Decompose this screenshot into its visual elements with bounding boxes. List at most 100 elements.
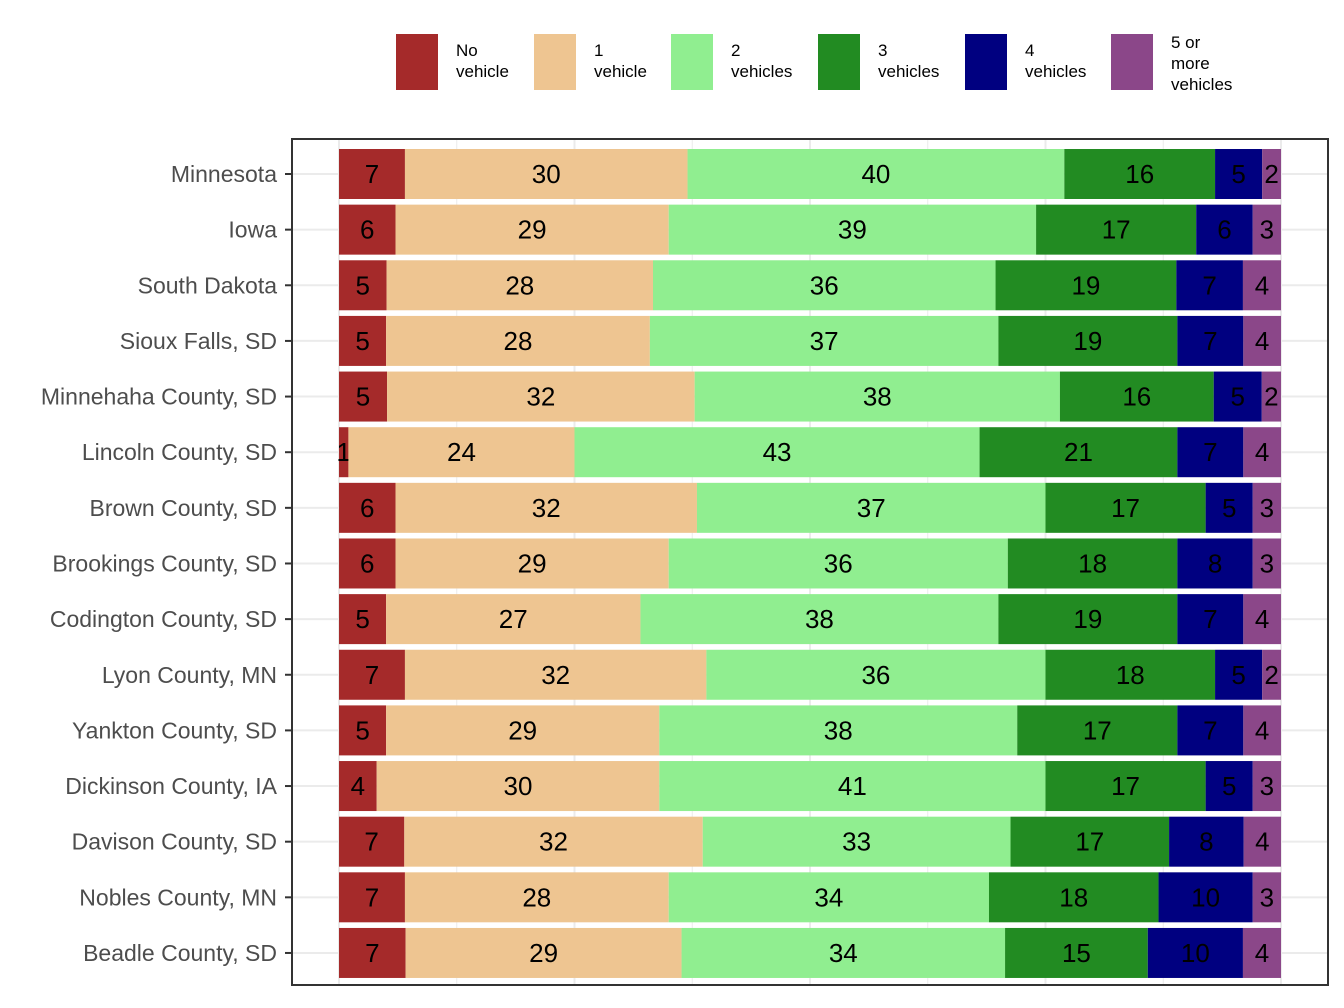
bar-segment — [1261, 371, 1281, 422]
data-label: 24 — [447, 437, 476, 467]
bar-segment — [1147, 927, 1243, 978]
bar-segment — [687, 149, 1065, 199]
y-tick-label: Lincoln County, SD — [82, 439, 277, 465]
data-label: 36 — [861, 660, 890, 690]
bar-segment — [659, 761, 1046, 812]
y-tick-label: South Dakota — [138, 272, 278, 298]
bar-segment — [1205, 482, 1253, 533]
legend-swatch — [534, 34, 576, 90]
bar-segment — [995, 260, 1177, 311]
bar-segment — [1243, 315, 1281, 366]
bar-segment — [1252, 538, 1281, 589]
bar-segment — [1005, 927, 1148, 978]
data-label: 7 — [365, 882, 379, 912]
bar-segment — [404, 872, 669, 923]
bar-segment — [1010, 816, 1170, 867]
bar-segment — [395, 538, 669, 589]
data-label: 28 — [505, 270, 534, 300]
bar-segment — [694, 371, 1060, 422]
bar-segment — [1262, 149, 1281, 199]
y-tick-label: Dickinson County, IA — [65, 773, 277, 799]
data-label: 6 — [360, 493, 374, 523]
y-tick-label: Iowa — [228, 217, 277, 243]
bar-segment — [386, 315, 650, 366]
data-label: 29 — [518, 215, 547, 245]
legend-swatch — [965, 34, 1007, 90]
bar-segment — [574, 427, 980, 478]
data-label: 36 — [824, 548, 853, 578]
data-label: 3 — [1260, 493, 1274, 523]
data-label: 19 — [1073, 326, 1102, 356]
data-label: 5 — [1231, 382, 1245, 412]
data-label: 7 — [1203, 715, 1217, 745]
data-label: 4 — [1255, 604, 1269, 634]
bar-segment — [1177, 594, 1244, 645]
data-label: 6 — [360, 215, 374, 245]
data-label: 33 — [842, 827, 871, 857]
data-label: 39 — [838, 215, 867, 245]
bar-segment — [1242, 927, 1281, 978]
y-tick-label: Nobles County, MN — [79, 884, 277, 910]
bar-segment — [1243, 816, 1281, 867]
bar-segment — [395, 204, 669, 255]
bar-segment — [706, 649, 1046, 700]
data-label: 7 — [365, 938, 379, 968]
data-label: 17 — [1075, 827, 1104, 857]
bar-segment — [1169, 816, 1244, 867]
bar-segment — [998, 594, 1178, 645]
bar-segment — [405, 927, 682, 978]
bar-segment — [649, 315, 999, 366]
bar-segment — [339, 649, 405, 700]
data-label: 5 — [1222, 771, 1236, 801]
legend-swatch — [396, 34, 438, 90]
bar-segment — [386, 705, 660, 756]
bar-segment — [998, 315, 1178, 366]
chart-legend: No vehicle 1 vehicle 2 vehicles 3 vehicl… — [396, 30, 1316, 100]
data-label: 18 — [1078, 548, 1107, 578]
y-tick-label: Brookings County, SD — [52, 550, 277, 576]
bar-segment — [1196, 204, 1253, 255]
bar-segment — [979, 427, 1178, 478]
bar-segment — [339, 371, 388, 422]
bar-segment — [1262, 649, 1281, 700]
data-label: 7 — [1203, 604, 1217, 634]
bar-segment — [339, 816, 405, 867]
legend-label: No vehicle — [456, 41, 509, 81]
bar-segment — [386, 260, 653, 311]
bar-segment — [339, 872, 405, 923]
y-tick-label: Yankton County, SD — [72, 717, 277, 743]
data-label: 29 — [508, 715, 537, 745]
bar-segment — [1177, 427, 1244, 478]
bar-segment — [1243, 427, 1281, 478]
data-label: 18 — [1116, 660, 1145, 690]
y-tick-label: Lyon County, MN — [102, 662, 277, 688]
data-label: 29 — [518, 548, 547, 578]
y-tick-label: Brown County, SD — [90, 495, 277, 521]
data-label: 17 — [1083, 715, 1112, 745]
data-label: 4 — [1255, 437, 1269, 467]
legend-swatch — [1111, 34, 1153, 90]
bar-segment — [339, 538, 396, 589]
data-label: 27 — [499, 604, 528, 634]
bar-segment — [339, 705, 387, 756]
data-label: 34 — [814, 882, 843, 912]
bar-segment — [1213, 371, 1262, 422]
data-label: 32 — [532, 493, 561, 523]
legend-label: 1 vehicle — [594, 41, 647, 81]
legend-label: 3 vehicles — [878, 41, 940, 81]
bar-segment — [696, 482, 1046, 533]
bar-segment — [1045, 649, 1216, 700]
bar-segment — [668, 538, 1008, 589]
bar-segment — [1243, 705, 1281, 756]
bar-segment — [339, 427, 349, 478]
bar-segment — [1252, 482, 1281, 533]
data-label: 7 — [1203, 326, 1217, 356]
data-label: 3 — [1260, 548, 1274, 578]
data-label: 3 — [1260, 215, 1274, 245]
bar-segment — [1007, 538, 1178, 589]
bar-segment — [668, 204, 1037, 255]
bar-segment — [339, 149, 405, 199]
data-label: 38 — [863, 382, 892, 412]
data-label: 30 — [532, 159, 561, 189]
